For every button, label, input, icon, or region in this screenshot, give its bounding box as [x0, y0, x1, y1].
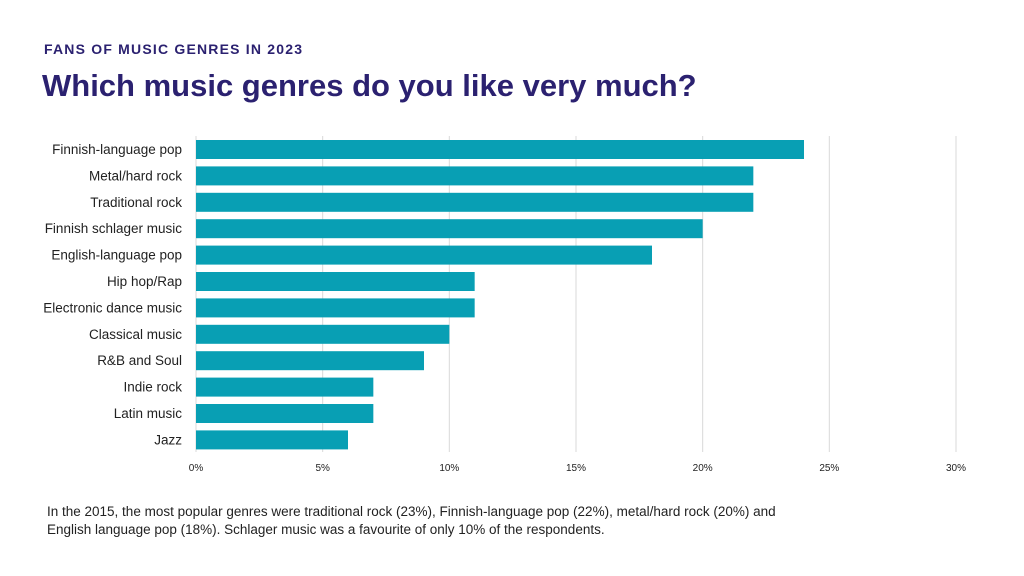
category-label: R&B and Soul — [97, 353, 182, 368]
x-tick-label: 15% — [566, 463, 586, 474]
footnote-line-2: English language pop (18%). Schlager mus… — [47, 522, 605, 537]
x-tick-label: 30% — [946, 463, 966, 474]
x-tick-label: 20% — [693, 463, 713, 474]
bar — [196, 377, 374, 397]
chart-kicker: FANS OF MUSIC GENRES IN 2023 — [44, 41, 304, 57]
bar — [196, 404, 374, 423]
footnote-line-1: In the 2015, the most popular genres wer… — [47, 504, 776, 519]
bar — [196, 192, 754, 212]
x-tick-label: 5% — [315, 463, 330, 474]
category-label: Traditional rock — [90, 195, 182, 210]
x-tick-label: 0% — [189, 463, 204, 474]
category-label: Latin music — [114, 406, 183, 421]
bar — [196, 219, 703, 239]
category-label: Jazz — [154, 432, 182, 447]
category-label: Indie rock — [123, 380, 182, 395]
x-tick-label: 25% — [819, 463, 839, 474]
category-label: Finnish schlager music — [45, 221, 183, 236]
chart-title: Which music genres do you like very much… — [42, 68, 697, 103]
bar — [196, 245, 652, 265]
bar — [196, 298, 475, 318]
category-label: Metal/hard rock — [89, 168, 182, 183]
bar — [196, 272, 475, 291]
category-label: Finnish-language pop — [52, 142, 182, 157]
bar — [196, 430, 348, 450]
category-label: Hip hop/Rap — [107, 274, 182, 289]
category-label: Electronic dance music — [43, 300, 182, 315]
category-label: English-language pop — [51, 248, 182, 263]
footnote: In the 2015, the most popular genres wer… — [47, 503, 847, 539]
x-tick-label: 10% — [439, 463, 459, 474]
bar — [196, 351, 424, 371]
bar — [196, 140, 804, 159]
category-label: Classical music — [89, 327, 182, 342]
bar — [196, 324, 450, 344]
bar — [196, 166, 754, 186]
